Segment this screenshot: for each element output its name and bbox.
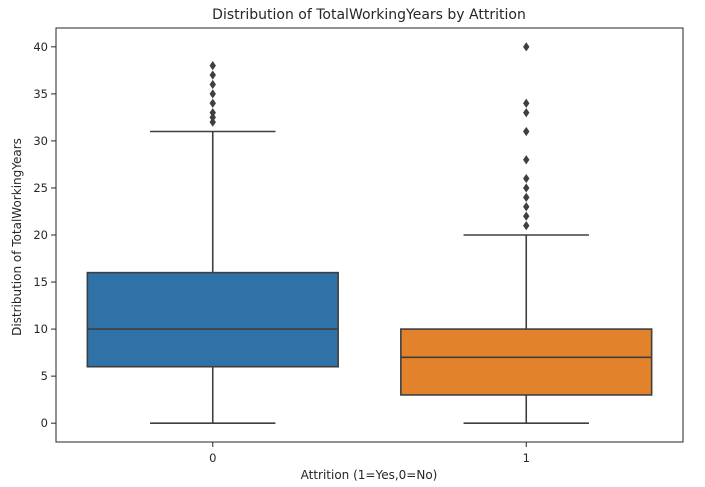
- y-tick-label: 40: [33, 40, 48, 54]
- chart-title: Distribution of TotalWorkingYears by Att…: [212, 7, 526, 23]
- y-tick-label: 30: [33, 134, 48, 148]
- outlier-point: [523, 155, 530, 165]
- outlier-point: [209, 70, 216, 80]
- y-tick-label: 15: [33, 275, 48, 289]
- outlier-point: [523, 98, 530, 108]
- outlier-point: [523, 42, 530, 52]
- outlier-point: [523, 183, 530, 193]
- y-tick-label: 0: [41, 416, 48, 430]
- outlier-point: [523, 202, 530, 212]
- iqr-box: [86, 271, 339, 368]
- outlier-point: [523, 192, 530, 202]
- y-tick-label: 10: [33, 322, 48, 336]
- y-axis: 0 5 10 15 20 25 30 35 40: [33, 40, 56, 430]
- plot-frame: [55, 27, 684, 443]
- outlier-point: [523, 108, 530, 118]
- outlier-point: [523, 220, 530, 231]
- outlier-point: [209, 61, 216, 71]
- y-tick-label: 25: [33, 181, 48, 195]
- outlier-point: [523, 126, 530, 137]
- y-tick-label: 35: [33, 87, 48, 101]
- outlier-point: [209, 117, 216, 127]
- x-tick-label: 0: [209, 451, 216, 465]
- y-tick-label: 20: [33, 228, 48, 242]
- outlier-point: [523, 173, 530, 184]
- outlier-point: [209, 98, 216, 108]
- box-group-1: [400, 42, 653, 424]
- y-axis-label: Distribution of TotalWorkingYears: [10, 138, 24, 336]
- boxes: [86, 42, 653, 424]
- iqr-box: [400, 328, 653, 396]
- x-axis-label: Attrition (1=Yes,0=No): [301, 468, 438, 482]
- outlier-point: [523, 211, 530, 221]
- box-group-0: [86, 61, 339, 424]
- x-tick-label: 1: [523, 451, 530, 465]
- outlier-point: [209, 108, 216, 118]
- outlier-point: [209, 79, 216, 90]
- outlier-point: [209, 89, 216, 99]
- y-tick-label: 5: [41, 369, 48, 383]
- outlier-point: [209, 112, 216, 122]
